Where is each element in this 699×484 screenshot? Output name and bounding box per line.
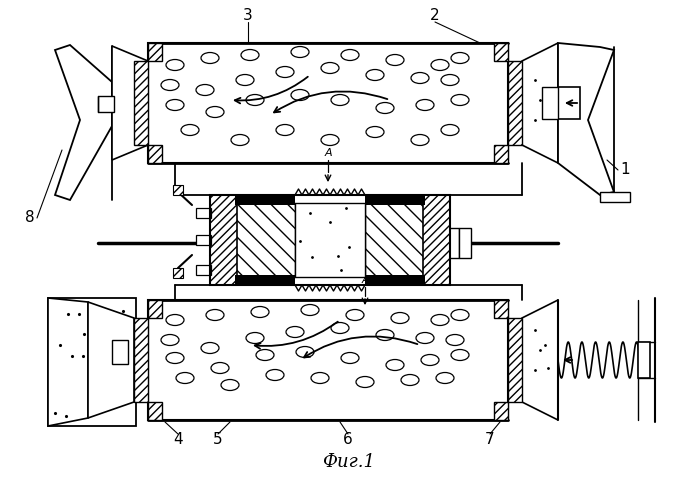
Bar (508, 318, 522, 402)
Bar (365, 203, 425, 277)
Text: A: A (324, 148, 332, 158)
Polygon shape (112, 46, 148, 160)
Polygon shape (522, 300, 558, 420)
Text: 4: 4 (173, 433, 183, 448)
Bar (365, 275, 425, 285)
Bar (449, 228, 459, 258)
Bar (558, 87, 580, 119)
Bar (600, 192, 630, 202)
Bar (148, 145, 162, 163)
Bar (494, 145, 508, 163)
Text: Фиг.1: Фиг.1 (322, 453, 375, 471)
Bar (210, 195, 450, 285)
Text: 6: 6 (343, 433, 353, 448)
Bar (173, 185, 183, 195)
Bar (365, 195, 425, 205)
Bar (196, 235, 211, 245)
Text: A: A (361, 275, 369, 285)
Bar (494, 402, 508, 420)
Bar (148, 43, 508, 163)
Bar (494, 43, 508, 61)
Bar (196, 208, 211, 218)
Bar (542, 87, 558, 119)
Bar (235, 195, 295, 205)
Text: 3: 3 (243, 9, 253, 24)
Bar (508, 61, 522, 145)
Bar (112, 340, 128, 364)
Bar (148, 300, 162, 318)
Text: 1: 1 (620, 163, 630, 178)
Bar (196, 265, 211, 275)
Bar (423, 195, 450, 285)
Text: 8: 8 (25, 211, 35, 226)
Bar (112, 88, 134, 118)
Text: 5: 5 (213, 433, 223, 448)
Polygon shape (55, 45, 112, 200)
Bar (148, 43, 162, 61)
Bar (235, 275, 295, 285)
Bar (98, 96, 114, 112)
Bar (134, 318, 148, 402)
Bar (210, 195, 237, 285)
Bar (148, 402, 162, 420)
Bar (134, 61, 148, 145)
Bar (235, 203, 295, 277)
Polygon shape (558, 43, 614, 195)
Text: 7: 7 (485, 433, 495, 448)
Polygon shape (48, 298, 88, 426)
Text: 2: 2 (430, 9, 440, 24)
Bar (295, 203, 365, 277)
Bar (210, 228, 450, 258)
Bar (459, 228, 471, 258)
Bar (48, 298, 136, 426)
Bar (638, 342, 650, 378)
Bar (173, 268, 183, 278)
Bar (148, 300, 508, 420)
Polygon shape (522, 43, 558, 163)
Bar (494, 300, 508, 318)
Polygon shape (88, 302, 134, 418)
